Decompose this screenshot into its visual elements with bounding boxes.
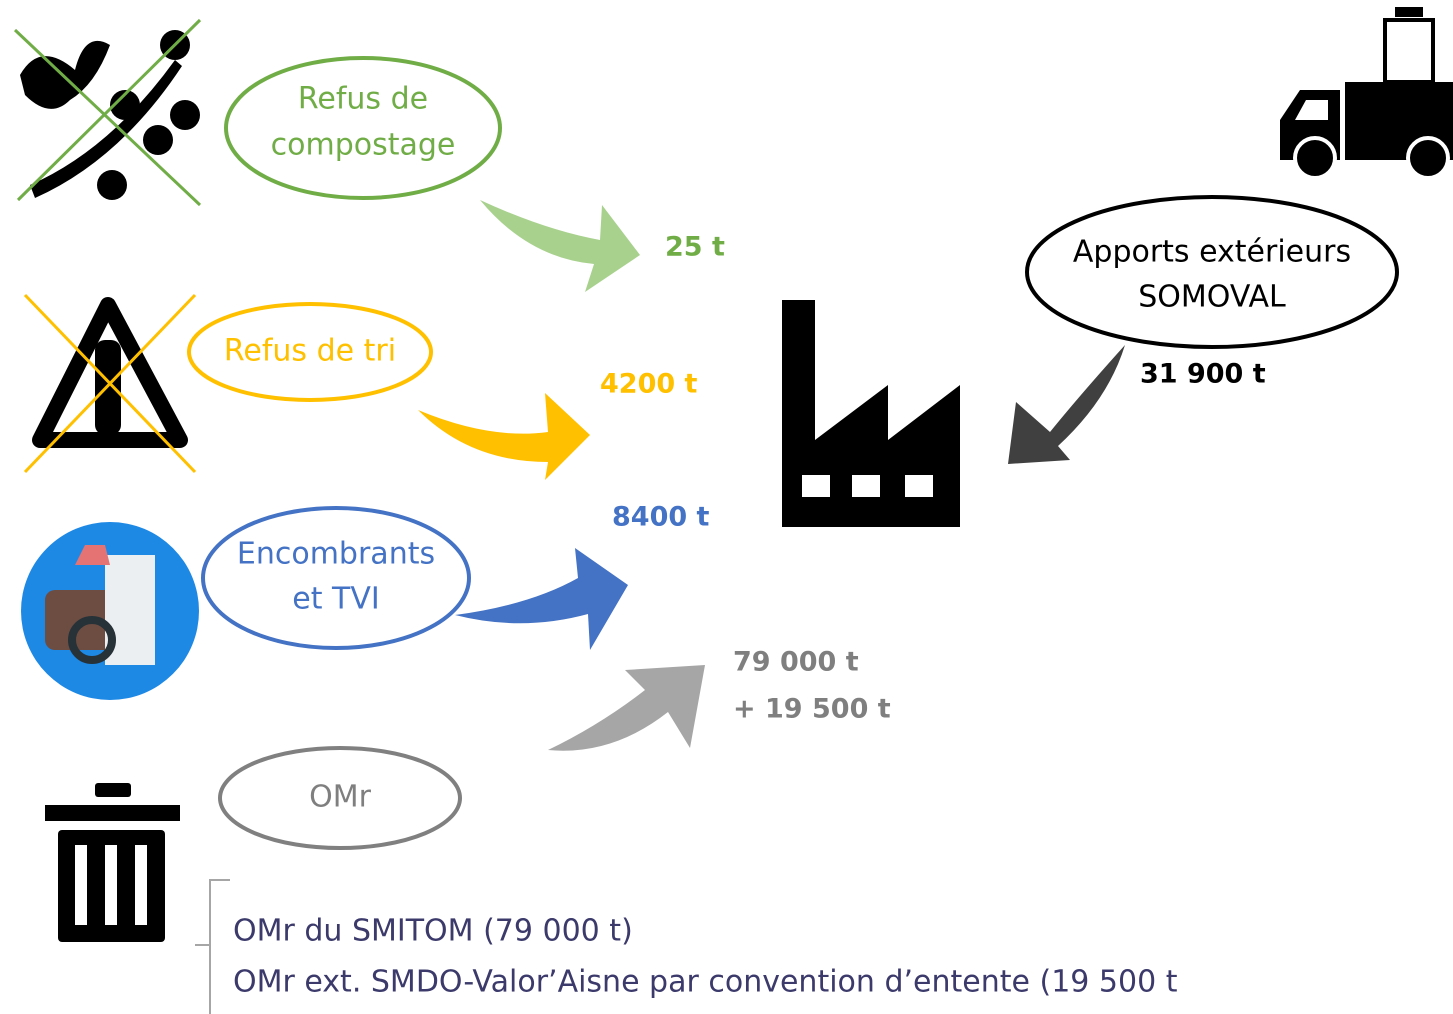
node-ellipse xyxy=(1027,197,1397,347)
arrow xyxy=(1008,345,1125,464)
node-label: Apports extérieurs xyxy=(1073,235,1351,270)
amount: + 19 500 t xyxy=(733,694,891,725)
diagram: Refus de compostage Refus de tri Encombr… xyxy=(0,0,1453,1014)
amount: 31 900 t xyxy=(1140,359,1266,390)
node-ellipse xyxy=(203,508,469,648)
factory-icon xyxy=(782,300,960,527)
node-label: Encombrants xyxy=(237,537,435,572)
legend-text: OMr ext. SMDO-Valor’Aisne par convention… xyxy=(233,965,1178,1000)
node-label: et TVI xyxy=(292,582,379,617)
legend-text: OMr du SMITOM (79 000 t) xyxy=(233,914,633,949)
trash-icon xyxy=(45,783,180,942)
bracket xyxy=(195,880,230,1014)
amount: 25 t xyxy=(665,232,725,263)
node-label: Refus de tri xyxy=(224,334,396,369)
arrow xyxy=(548,665,705,751)
recycling-icon xyxy=(25,295,195,472)
compost-icon xyxy=(15,20,200,205)
arrow xyxy=(418,393,590,480)
truck-icon xyxy=(1280,7,1453,178)
amount: 79 000 t xyxy=(733,647,859,678)
node-label: SOMOVAL xyxy=(1138,280,1286,315)
node-label: Refus de xyxy=(298,82,428,117)
bulky-icon xyxy=(21,522,199,700)
amount: 4200 t xyxy=(600,369,698,400)
node-label: OMr xyxy=(309,780,371,815)
node-label: compostage xyxy=(271,128,456,163)
amount: 8400 t xyxy=(612,502,710,533)
arrow xyxy=(455,548,628,650)
arrow xyxy=(480,200,640,292)
